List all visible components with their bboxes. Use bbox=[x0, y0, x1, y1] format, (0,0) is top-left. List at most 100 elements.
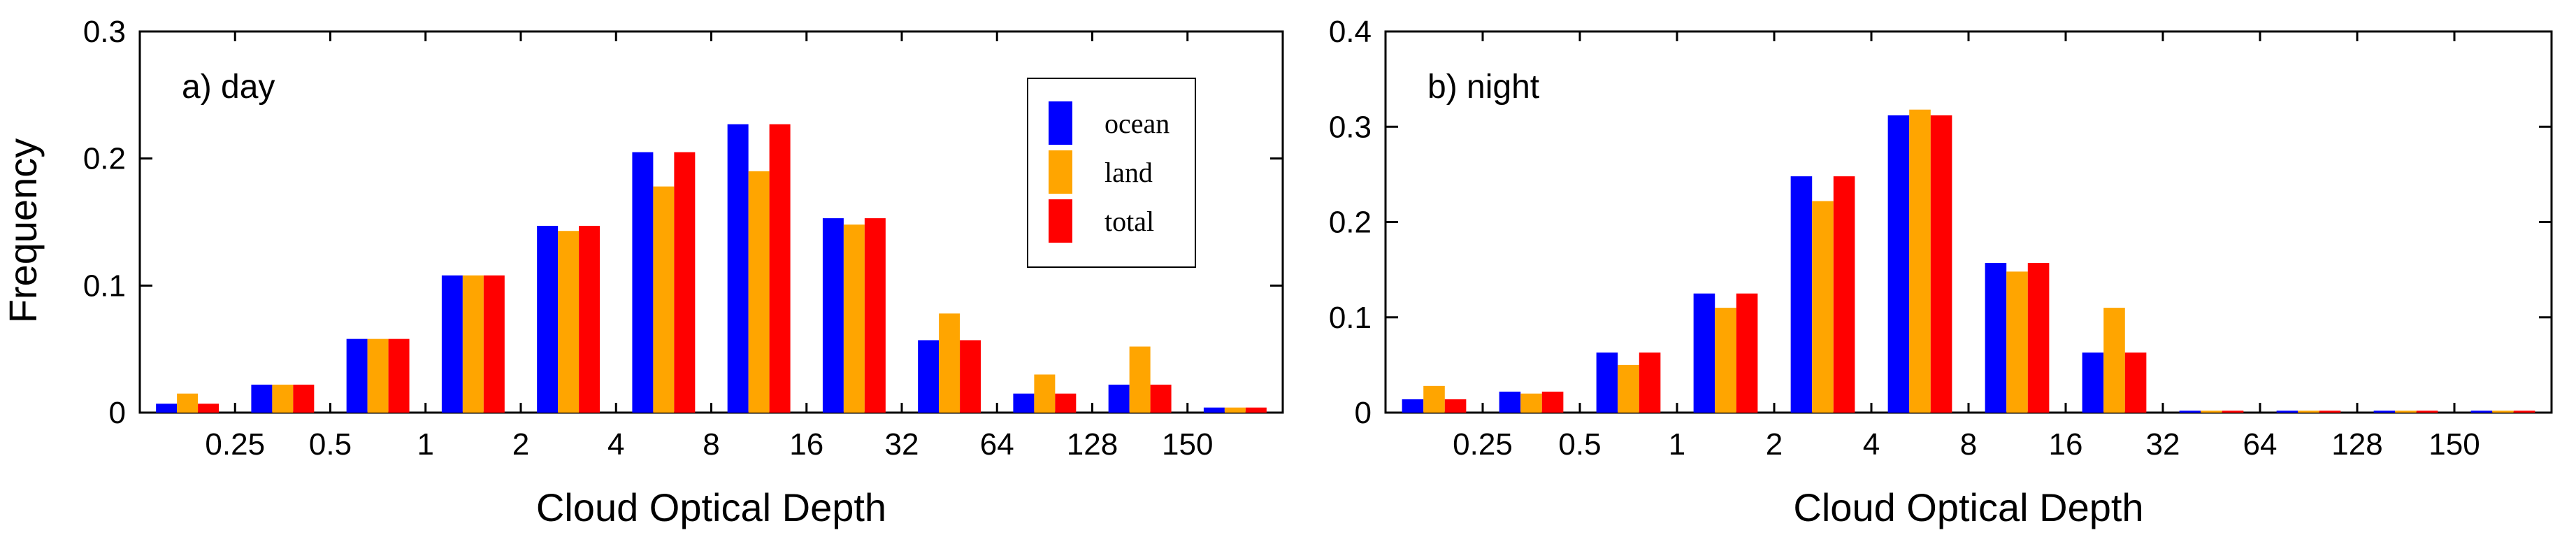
x-tick-label-2: 2 bbox=[1766, 427, 1783, 462]
bar-ocean-2 bbox=[346, 338, 368, 413]
bar-ocean-0 bbox=[156, 404, 178, 413]
y-tick-label-0_4: 0.4 bbox=[1329, 15, 1372, 49]
bar-total-11 bbox=[2513, 411, 2535, 413]
bar-total-1 bbox=[293, 385, 315, 413]
y-tick-label-0_3: 0.3 bbox=[83, 15, 126, 49]
x-tick-label-2: 2 bbox=[512, 427, 529, 462]
bar-ocean-11 bbox=[1203, 407, 1225, 413]
x-tick-label-0_25: 0.25 bbox=[205, 427, 265, 462]
bar-total-3 bbox=[483, 275, 505, 413]
x-tick-label-8: 8 bbox=[703, 427, 719, 462]
panel-label: b) night bbox=[1427, 69, 1539, 106]
x-tick-label-16: 16 bbox=[789, 427, 823, 462]
legend: ocean land total bbox=[1027, 78, 1196, 268]
x-tick-label-4: 4 bbox=[607, 427, 624, 462]
y-tick-label-0_1: 0.1 bbox=[1329, 301, 1372, 335]
bar-ocean-1 bbox=[251, 385, 273, 413]
y-tick-label-0: 0 bbox=[109, 396, 126, 430]
bar-total-7 bbox=[864, 218, 886, 413]
panel-label: a) day bbox=[182, 69, 275, 106]
x-tick-label-1: 1 bbox=[417, 427, 434, 462]
bar-total-11 bbox=[1245, 407, 1267, 413]
bar-land-9 bbox=[1034, 374, 1056, 413]
bar-total-5 bbox=[1930, 115, 1952, 413]
bar-ocean-5 bbox=[1887, 115, 1910, 413]
bar-ocean-9 bbox=[2276, 411, 2298, 413]
bar-total-10 bbox=[2416, 411, 2438, 413]
bar-land-5 bbox=[653, 186, 675, 413]
legend-swatch-total bbox=[1049, 199, 1072, 243]
x-tick-label-8: 8 bbox=[1960, 427, 1977, 462]
bar-ocean-6 bbox=[727, 124, 749, 413]
bar-land-10 bbox=[1129, 346, 1151, 413]
bar-ocean-4 bbox=[1790, 176, 1813, 413]
bar-land-3 bbox=[1715, 308, 1736, 413]
bar-land-7 bbox=[2103, 308, 2125, 413]
bar-total-2 bbox=[388, 338, 410, 413]
bar-total-0 bbox=[1444, 399, 1467, 413]
bar-total-3 bbox=[1736, 293, 1758, 413]
bar-land-1 bbox=[272, 385, 294, 413]
bar-ocean-10 bbox=[1108, 385, 1130, 413]
bar-total-7 bbox=[2124, 352, 2147, 413]
legend-label-land: land bbox=[1104, 157, 1153, 188]
bar-land-3 bbox=[462, 275, 484, 413]
bar-ocean-4 bbox=[537, 225, 559, 413]
bar-ocean-7 bbox=[822, 218, 844, 413]
x-tick-label-1: 1 bbox=[1669, 427, 1685, 462]
bar-total-9 bbox=[2319, 411, 2341, 413]
bar-land-4 bbox=[558, 231, 580, 413]
bar-land-6 bbox=[2006, 271, 2028, 413]
x-tick-label-16: 16 bbox=[2049, 427, 2083, 462]
bar-ocean-2 bbox=[1596, 352, 1618, 413]
y-tick-label-0_2: 0.2 bbox=[1329, 206, 1372, 240]
legend-swatch-ocean bbox=[1049, 101, 1072, 145]
bar-ocean-8 bbox=[918, 340, 940, 413]
bar-total-8 bbox=[960, 340, 981, 413]
bar-land-6 bbox=[748, 171, 770, 413]
x-tick-label-32: 32 bbox=[2146, 427, 2180, 462]
x-tick-label-0_25: 0.25 bbox=[1453, 427, 1513, 462]
legend-swatch-land bbox=[1049, 150, 1072, 194]
bar-total-4 bbox=[579, 225, 600, 413]
bar-land-2 bbox=[1618, 364, 1639, 413]
bar-land-4 bbox=[1812, 201, 1834, 413]
bar-ocean-6 bbox=[1985, 263, 2007, 413]
bar-total-8 bbox=[2222, 411, 2244, 413]
y-tick-label-0: 0 bbox=[1355, 396, 1372, 430]
bar-total-1 bbox=[1541, 392, 1564, 413]
bar-ocean-9 bbox=[1013, 393, 1035, 413]
x-tick-label-32: 32 bbox=[885, 427, 919, 462]
x-tick-label-128: 128 bbox=[1067, 427, 1118, 462]
bar-land-8 bbox=[939, 313, 960, 413]
chart-panel-day: 0 0.1 0.2 0.3 0.25 0.5 1 2 4 8 16 32 64 128 150 Cloud O… bbox=[83, 15, 1284, 529]
bar-land-0 bbox=[1423, 385, 1445, 413]
bar-land-8 bbox=[2201, 411, 2222, 413]
x-tick-label-64: 64 bbox=[2243, 427, 2278, 462]
bar-land-5 bbox=[1909, 109, 1931, 413]
x-axis-label: Cloud Optical Depth bbox=[536, 485, 886, 529]
bar-land-7 bbox=[843, 224, 865, 413]
x-tick-label-150: 150 bbox=[2429, 427, 2480, 462]
bar-total-0 bbox=[198, 404, 220, 413]
bar-ocean-7 bbox=[2082, 352, 2104, 413]
bar-total-9 bbox=[1055, 393, 1077, 413]
bar-land-9 bbox=[2298, 411, 2319, 413]
bar-land-11 bbox=[2492, 411, 2514, 413]
bar-ocean-8 bbox=[2179, 411, 2201, 413]
bar-total-4 bbox=[1833, 176, 1855, 413]
chart-panel-night: 0 0.1 0.2 0.3 0.4 0.25 0.5 1 2 4 8 16 32 64 128 150 Clou… bbox=[1329, 15, 2553, 529]
bar-total-10 bbox=[1150, 385, 1172, 413]
y-tick-label-0_3: 0.3 bbox=[1329, 110, 1372, 144]
bar-total-6 bbox=[2027, 263, 2050, 413]
bar-total-2 bbox=[1639, 352, 1661, 413]
bar-total-6 bbox=[769, 124, 791, 413]
x-tick-label-0_5: 0.5 bbox=[1558, 427, 1601, 462]
bar-land-0 bbox=[177, 393, 199, 413]
x-tick-label-128: 128 bbox=[2331, 427, 2382, 462]
bar-ocean-1 bbox=[1499, 392, 1521, 413]
bar-ocean-3 bbox=[441, 275, 463, 413]
bar-ocean-5 bbox=[632, 152, 654, 413]
bar-ocean-0 bbox=[1402, 399, 1424, 413]
